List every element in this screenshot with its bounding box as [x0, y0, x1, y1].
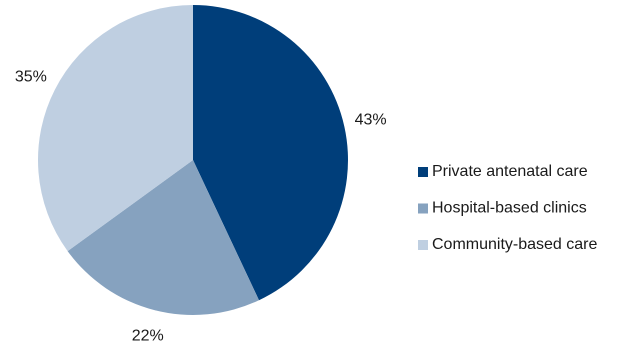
legend-label: Private antenatal care — [432, 163, 588, 180]
legend-swatch — [418, 240, 428, 250]
pie-slice — [193, 5, 348, 301]
legend-swatch — [418, 167, 428, 177]
pie-slice — [67, 160, 259, 315]
pie-slice — [38, 5, 193, 252]
data-label: 22% — [132, 328, 164, 344]
legend-label: Hospital-based clinics — [432, 200, 587, 217]
legend-swatch — [418, 203, 428, 214]
data-label: 43% — [355, 112, 387, 129]
data-label: 35% — [15, 69, 47, 86]
legend-label: Community-based care — [432, 236, 598, 253]
